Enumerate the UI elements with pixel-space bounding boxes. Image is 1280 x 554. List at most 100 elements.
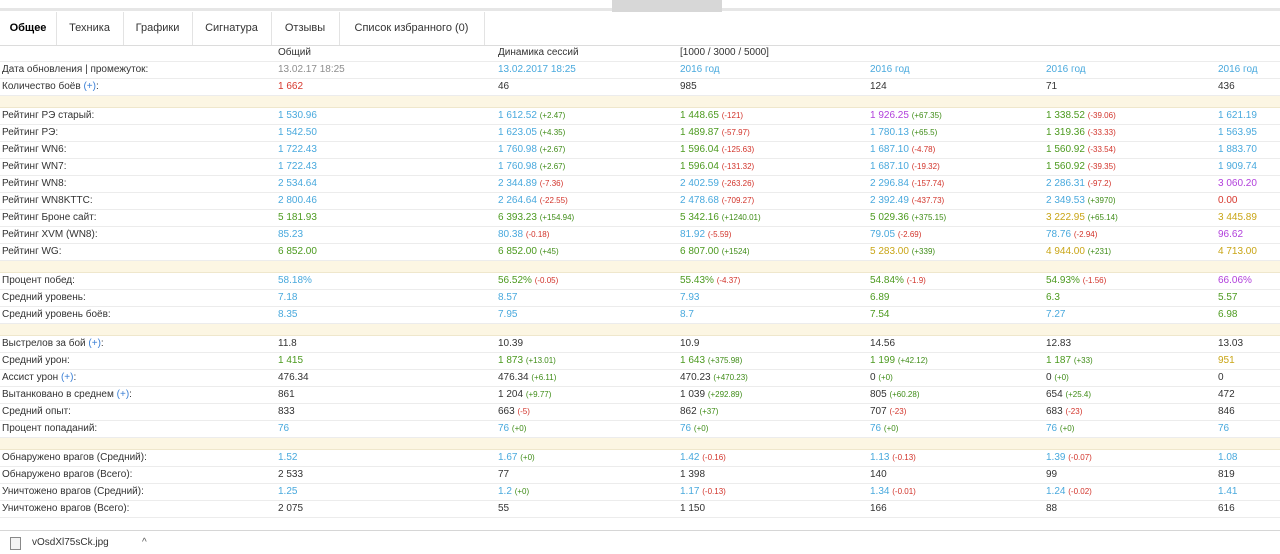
stat-value: 1.24 (1046, 486, 1066, 497)
stat-delta: (-157.74) (911, 179, 945, 188)
stat-cell: 3 445.89 (1216, 209, 1280, 227)
expand-details-link[interactable]: (+) (88, 338, 101, 349)
row-label: Рейтинг Броне сайт: (0, 209, 276, 227)
download-filename[interactable]: vOsdXl75sCk.jpg (32, 537, 109, 548)
stat-cell: 1 760.98 (+2.67) (496, 141, 678, 159)
stat-value: 1.17 (680, 486, 700, 497)
stat-value: 96.62 (1218, 229, 1244, 240)
row-label: Рейтинг WN8KTTC: (0, 192, 276, 210)
stat-value: 7.54 (870, 309, 890, 320)
row-label-text: Обнаружено врагов (Средний): (2, 452, 147, 463)
row-label-text: Средний урон: (2, 355, 70, 366)
row-label: Средний уровень боёв: (0, 306, 276, 324)
stat-value: 2 286.31 (1046, 178, 1085, 189)
stat-delta: (-709.27) (721, 196, 755, 205)
stat-value: 1 199 (870, 355, 896, 366)
stat-delta: (+292.89) (707, 390, 743, 399)
tab-charts[interactable]: Графики (123, 12, 193, 45)
stat-value: 6 852.00 (498, 246, 537, 257)
tab-general[interactable]: Общее (0, 12, 57, 45)
stat-value: 2 264.64 (498, 195, 537, 206)
stat-cell: 1 560.92 (-33.54) (1044, 141, 1216, 159)
stat-value: 1 687.10 (870, 144, 909, 155)
stat-delta: (+470.23) (713, 373, 748, 382)
row-label-text: Ассист урон (2, 372, 59, 383)
stat-delta: (+1524) (721, 247, 750, 256)
separator-cell (868, 260, 1044, 273)
stat-delta: (+0) (514, 487, 530, 496)
stat-cell: 1.42 (-0.16) (678, 449, 868, 467)
stat-value: 0 (1046, 372, 1052, 383)
stat-cell: 2 533 (276, 466, 496, 484)
stat-value: 6.3 (1046, 292, 1060, 303)
stat-cell: 1 926.25 (+67.35) (868, 107, 1044, 125)
image-file-icon (10, 537, 21, 550)
stat-value: 1 722.43 (278, 161, 317, 172)
chevron-up-icon[interactable]: ^ (142, 537, 147, 548)
stat-value: 13.02.2017 18:25 (498, 64, 576, 75)
expand-details-link[interactable]: (+) (83, 81, 96, 92)
tab-favorites[interactable]: Список избранного (0) (339, 12, 485, 45)
separator-cell (276, 260, 496, 273)
tab-reviews[interactable]: Отзывы (271, 12, 340, 45)
stat-cell: 5 029.36 (+375.15) (868, 209, 1044, 227)
stat-cell: 77 (496, 466, 678, 484)
stat-value: 1 319.36 (1046, 127, 1085, 138)
table-row: Рейтинг WN6: 1 722.43 1 760.98 (+2.67) 1 59… (0, 141, 1280, 159)
stat-cell: 5 181.93 (276, 209, 496, 227)
tab-vehicles[interactable]: Техника (56, 12, 124, 45)
expand-details-link[interactable]: (+) (60, 372, 74, 383)
stat-value: 1.25 (278, 486, 298, 497)
stat-value: 654 (1046, 389, 1063, 400)
stat-cell: 2 286.31 (-97.2) (1044, 175, 1216, 193)
stat-cell: 985 (678, 78, 868, 96)
stat-cell: 862 (+37) (678, 403, 868, 421)
stat-value: 1 415 (278, 355, 304, 366)
stat-cell: 6 393.23 (+154.94) (496, 209, 678, 227)
stat-value: 11.8 (278, 338, 297, 349)
tab-signature[interactable]: Сигнатура (192, 12, 272, 45)
stat-cell: 66.06% (1216, 272, 1280, 290)
stat-delta: (+2.67) (539, 162, 566, 171)
stat-value: 0 (870, 372, 876, 383)
download-item[interactable]: vOsdXl75sCk.jpg ^ (0, 531, 162, 554)
expand-details-link[interactable]: (+) (116, 389, 130, 400)
stat-cell: 96.62 (1216, 226, 1280, 244)
stat-value: 1 643 (680, 355, 706, 366)
stat-value: 7.18 (278, 292, 298, 303)
separator-cell (0, 323, 276, 336)
stat-delta: (-22.55) (539, 196, 568, 205)
row-label-text: Рейтинг РЭ старый: (2, 110, 95, 121)
stat-cell: 81.92 (-5.59) (678, 226, 868, 244)
table-row: Рейтинг Броне сайт: 5 181.93 6 393.23 (+15… (0, 209, 1280, 227)
row-label-text: Рейтинг WG: (2, 246, 62, 257)
row-label: Средний опыт: (0, 403, 276, 421)
download-bar: vOsdXl75sCk.jpg ^ (0, 530, 1280, 554)
stat-cell: 2 264.64 (-22.55) (496, 192, 678, 210)
row-label: Выстрелов за бой (+): (0, 335, 276, 353)
stat-cell: 1.25 (276, 483, 496, 501)
table-row: Средний урон: 1 415 1 873 (+13.01) 1 643 (+… (0, 352, 1280, 370)
stat-delta: (+231) (1087, 247, 1112, 256)
stat-value: 1.42 (680, 452, 700, 463)
stat-value: 1.2 (498, 486, 512, 497)
row-label-text: Дата обновления | промежуток: (2, 64, 149, 75)
stat-cell: 1.08 (1216, 449, 1280, 467)
stat-delta: (+37) (699, 407, 719, 416)
stat-value: 55.43% (680, 275, 714, 286)
stat-cell: 1 883.70 (1216, 141, 1280, 159)
separator-cell (1044, 260, 1216, 273)
stat-cell: 7.54 (868, 306, 1044, 324)
stat-value: 616 (1218, 503, 1235, 514)
stat-value: 14.56 (870, 338, 896, 349)
stat-value: 683 (1046, 406, 1063, 417)
row-label: Рейтинг XVM (WN8): (0, 226, 276, 244)
row-label: Количество боёв (+): (0, 78, 276, 96)
row-label-text: Выстрелов за бой (2, 338, 86, 349)
separator-cell (678, 323, 868, 336)
stat-value: 1 687.10 (870, 161, 909, 172)
header-battle-range-link[interactable]: [1000 / 3000 / 5000] (678, 45, 868, 62)
stat-cell: 951 (1216, 352, 1280, 370)
stat-cell: 1 563.95 (1216, 124, 1280, 142)
section-separator (0, 323, 1280, 336)
